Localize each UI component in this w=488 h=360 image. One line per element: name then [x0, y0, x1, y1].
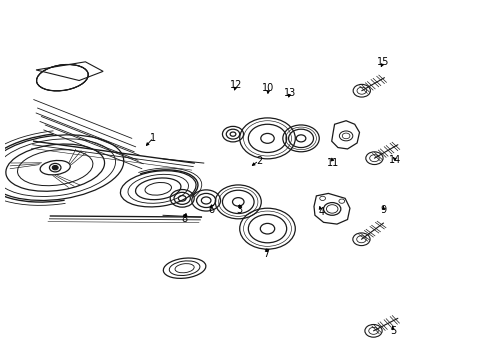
Text: 10: 10	[262, 83, 274, 93]
Text: 6: 6	[207, 205, 214, 215]
Text: 2: 2	[255, 156, 262, 166]
Text: 15: 15	[377, 57, 389, 67]
Text: 8: 8	[181, 214, 187, 224]
Text: 13: 13	[284, 87, 296, 98]
Text: 5: 5	[389, 326, 395, 336]
Text: 11: 11	[326, 158, 339, 168]
Text: 7: 7	[263, 249, 268, 259]
Text: 3: 3	[236, 205, 242, 215]
Text: 4: 4	[318, 207, 324, 217]
Text: 12: 12	[229, 80, 242, 90]
Polygon shape	[313, 193, 349, 224]
Circle shape	[323, 203, 340, 215]
Text: 1: 1	[150, 133, 156, 143]
Polygon shape	[331, 121, 359, 149]
Circle shape	[339, 131, 352, 141]
Text: 14: 14	[388, 154, 401, 165]
Circle shape	[49, 163, 61, 172]
Text: 9: 9	[380, 205, 386, 215]
Circle shape	[52, 166, 58, 170]
